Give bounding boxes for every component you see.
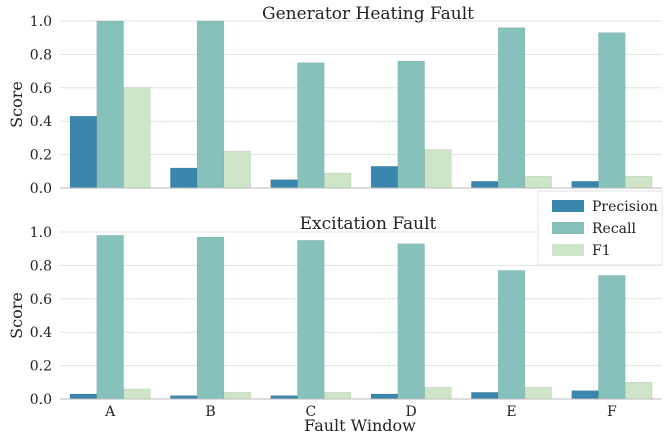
bar-recall-e [497,27,526,189]
bar-f1-d [424,149,452,189]
bar-recall-f [598,275,626,400]
bar-precision-f [571,390,599,400]
bar-f1-f [624,382,653,400]
bar-precision-b [170,167,198,189]
legend-label: Recall [592,221,636,237]
bar-recall-e [497,270,526,400]
bar-f1-a [123,388,151,400]
y-tick-label: 0.0 [30,392,52,408]
bar-precision-c [270,179,298,189]
y-tick-label: 0.4 [30,325,52,341]
bar-f1-e [524,176,552,189]
bar-recall-a [96,235,124,400]
x-tick-label: A [104,404,116,420]
y-tick-label: 0.6 [30,81,52,97]
bar-precision-d [370,393,399,400]
y-axis-label: Score [7,292,26,339]
bar-precision-c [270,395,298,400]
x-tick-label: B [205,404,215,420]
y-tick-label: 1.0 [30,225,52,241]
x-axis-label: Fault Window [304,416,416,435]
legend: Precision Recall F1 [537,190,663,266]
y-tick-label: 0.8 [30,258,52,274]
legend-swatch-precision [552,200,584,212]
bar-precision-b [170,395,198,400]
legend-label: Precision [592,199,658,215]
legend-label: F1 [592,243,611,259]
bar-precision-a [69,393,98,400]
bar-precision-a [69,115,98,189]
subplot-2: 0.0 0.2 0.4 0.6 0.8 1.0 Score Excitation Fault A… [7,214,662,420]
bar-recall-b [196,20,225,189]
bar-precision-e [471,181,499,189]
x-tick-label: D [406,404,417,420]
subplot-1: 0.0 0.2 0.4 0.6 0.8 1.0 Score Generator Heating… [7,4,662,197]
y-tick-label: 0.6 [30,292,52,308]
chart-title: Excitation Fault [300,214,437,234]
bar-precision-f [571,181,599,189]
bar-f1-c [323,172,352,189]
chart-title: Generator Heating Fault [262,4,474,24]
bar-recall-d [397,60,425,189]
bar-f1-a [123,87,151,189]
bar-f1-e [524,387,552,400]
bar-f1-d [424,387,452,400]
y-tick-label: 0.0 [30,181,52,197]
bar-precision-e [471,392,499,400]
x-tick-label: F [607,404,617,420]
y-tick-label: 0.2 [30,359,52,375]
legend-swatch-f1 [552,244,584,256]
y-tick-label: 1.0 [30,14,52,30]
bar-f1-f [624,176,653,189]
bar-recall-f [598,32,626,189]
bar-f1-c [323,392,352,400]
bar-f1-b [223,392,251,400]
bar-recall-d [397,243,425,400]
y-tick-label: 0.4 [30,114,52,130]
bar-precision-d [370,166,399,189]
bar-recall-c [297,240,325,400]
y-axis-label: Score [7,81,26,128]
bar-recall-b [196,236,225,400]
bar-f1-b [223,151,251,189]
legend-swatch-recall [552,222,584,234]
bar-recall-a [96,20,124,189]
y-tick-label: 0.2 [30,148,52,164]
x-tick-label: C [305,404,316,420]
bar-recall-c [297,62,325,189]
x-tick-label: E [506,404,516,420]
y-tick-label: 0.8 [30,47,52,63]
